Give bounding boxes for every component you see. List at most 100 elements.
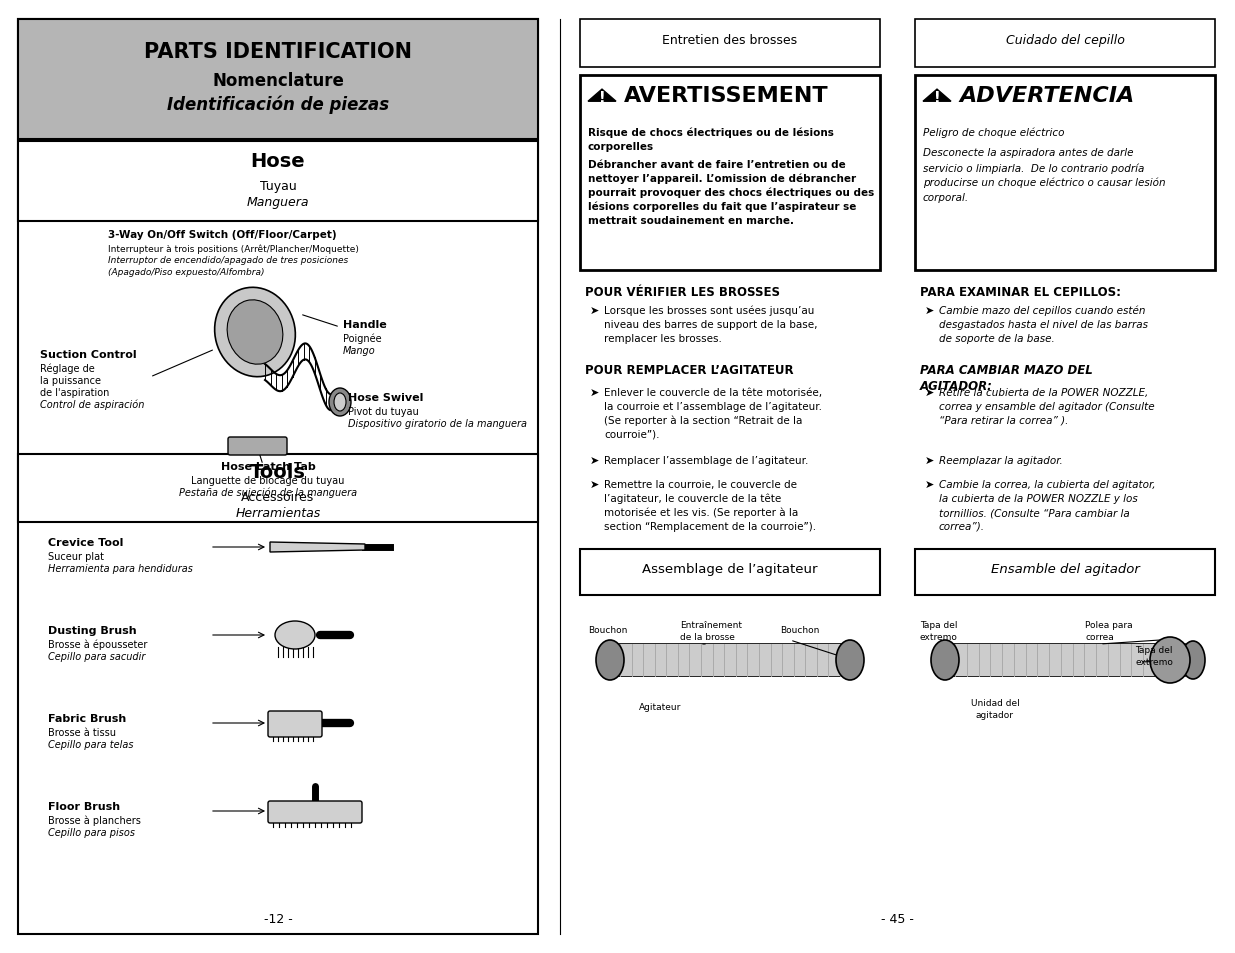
- Bar: [19, 142, 538, 222]
- Text: Entretien des brosses: Entretien des brosses: [662, 34, 798, 47]
- Bar: [915, 20, 1215, 68]
- Text: tornillios. (Consulte “Para cambiar la: tornillios. (Consulte “Para cambiar la: [939, 507, 1130, 517]
- Text: (Apagado/Piso expuesto/Alfombra): (Apagado/Piso expuesto/Alfombra): [107, 268, 264, 276]
- Text: Hose: Hose: [251, 152, 305, 171]
- Bar: [19, 20, 538, 934]
- Text: correa: correa: [1086, 633, 1114, 641]
- Text: Nomenclature: Nomenclature: [212, 71, 343, 90]
- FancyBboxPatch shape: [268, 801, 362, 823]
- Text: Dispositivo giratorio de la manguera: Dispositivo giratorio de la manguera: [348, 418, 527, 429]
- Text: Remettre la courroie, le couvercle de: Remettre la courroie, le couvercle de: [604, 479, 797, 490]
- Text: Cambie la correa, la cubierta del agitator,: Cambie la correa, la cubierta del agitat…: [939, 479, 1156, 490]
- Text: Hose Swivel: Hose Swivel: [348, 393, 424, 402]
- Text: section “Remplacement de la courroie”).: section “Remplacement de la courroie”).: [604, 521, 816, 532]
- Ellipse shape: [836, 640, 864, 680]
- Bar: [580, 20, 881, 68]
- Text: ➤: ➤: [925, 306, 935, 315]
- Text: Cepillo para sacudir: Cepillo para sacudir: [48, 651, 146, 661]
- Text: Assemblage de l’agitateur: Assemblage de l’agitateur: [642, 562, 818, 576]
- Text: Control de aspiración: Control de aspiración: [40, 399, 144, 410]
- Text: Hose Latch Tab: Hose Latch Tab: [221, 461, 315, 472]
- Text: Cepillo para pisos: Cepillo para pisos: [48, 827, 135, 837]
- FancyBboxPatch shape: [228, 437, 287, 456]
- Bar: [580, 550, 881, 596]
- Ellipse shape: [227, 300, 283, 365]
- Text: Ensamble del agitador: Ensamble del agitador: [990, 562, 1140, 576]
- Ellipse shape: [597, 640, 624, 680]
- Ellipse shape: [1150, 638, 1191, 683]
- Text: de soporte de la base.: de soporte de la base.: [939, 334, 1055, 344]
- Bar: [945, 644, 1186, 677]
- Text: Entraînement: Entraînement: [680, 620, 742, 629]
- Text: Bouchon: Bouchon: [588, 625, 627, 635]
- Polygon shape: [588, 90, 616, 102]
- Text: Suceur plat: Suceur plat: [48, 552, 104, 561]
- Text: Pivot du tuyau: Pivot du tuyau: [348, 407, 419, 416]
- Text: Cambie mazo del cepillos cuando estén: Cambie mazo del cepillos cuando estén: [939, 306, 1146, 316]
- Text: ➤: ➤: [925, 388, 935, 397]
- Ellipse shape: [329, 389, 351, 416]
- Ellipse shape: [215, 288, 295, 377]
- Text: servicio o limpiarla.  De lo contrario podría: servicio o limpiarla. De lo contrario po…: [923, 163, 1145, 173]
- Text: Crevice Tool: Crevice Tool: [48, 537, 124, 547]
- Text: Pestaña de sujeción de la manguera: Pestaña de sujeción de la manguera: [179, 488, 357, 498]
- Text: ➤: ➤: [590, 456, 599, 465]
- Text: Floor Brush: Floor Brush: [48, 801, 120, 811]
- Text: Réglage de: Réglage de: [40, 364, 95, 375]
- Text: !: !: [934, 91, 940, 106]
- Text: nettoyer l’appareil. L’omission de débrancher: nettoyer l’appareil. L’omission de débra…: [588, 173, 856, 184]
- Text: PARTS IDENTIFICATION: PARTS IDENTIFICATION: [144, 42, 412, 62]
- Text: lésions corporelles du fait que l’aspirateur se: lésions corporelles du fait que l’aspira…: [588, 202, 856, 213]
- Text: de la brosse: de la brosse: [680, 633, 735, 641]
- Text: (Se reporter à la section “Retrait de la: (Se reporter à la section “Retrait de la: [604, 416, 803, 426]
- Text: extremo: extremo: [920, 633, 958, 641]
- Text: Remplacer l’assemblage de l’agitateur.: Remplacer l’assemblage de l’agitateur.: [604, 456, 809, 465]
- Text: Poignée: Poignée: [343, 334, 382, 344]
- Text: Cepillo para telas: Cepillo para telas: [48, 740, 133, 749]
- Polygon shape: [270, 542, 366, 553]
- Bar: [610, 644, 850, 677]
- Text: PARA EXAMINAR EL CEPILLOS:: PARA EXAMINAR EL CEPILLOS:: [920, 286, 1121, 298]
- Text: la cubierta de la POWER NOZZLE y los: la cubierta de la POWER NOZZLE y los: [939, 494, 1137, 503]
- Text: Dusting Brush: Dusting Brush: [48, 625, 137, 636]
- Text: agitador: agitador: [976, 710, 1014, 720]
- Text: de l'aspiration: de l'aspiration: [40, 388, 110, 397]
- Text: Identificación de piezas: Identificación de piezas: [167, 96, 389, 114]
- Text: AVERTISSEMENT: AVERTISSEMENT: [624, 86, 829, 106]
- Text: ➤: ➤: [590, 306, 599, 315]
- Text: Manguera: Manguera: [247, 195, 309, 209]
- Text: niveau des barres de support de la base,: niveau des barres de support de la base,: [604, 319, 818, 330]
- Text: desgastados hasta el nivel de las barras: desgastados hasta el nivel de las barras: [939, 319, 1149, 330]
- Text: Reemplazar la agitador.: Reemplazar la agitador.: [939, 456, 1063, 465]
- Bar: [19, 455, 538, 522]
- Bar: [580, 76, 881, 271]
- Text: Retire la cubierta de la POWER NOZZLE,: Retire la cubierta de la POWER NOZZLE,: [939, 388, 1149, 397]
- Ellipse shape: [333, 394, 346, 412]
- Text: Bouchon: Bouchon: [781, 625, 819, 635]
- Text: remplacer les brosses.: remplacer les brosses.: [604, 334, 722, 344]
- Bar: [915, 76, 1215, 271]
- Text: Interruptor de encendido/apagado de tres posiciones: Interruptor de encendido/apagado de tres…: [107, 255, 348, 265]
- Polygon shape: [923, 90, 951, 102]
- Text: ➤: ➤: [925, 479, 935, 490]
- Ellipse shape: [1181, 641, 1205, 679]
- Text: Débrancher avant de faire l’entretien ou de: Débrancher avant de faire l’entretien ou…: [588, 160, 846, 170]
- Text: producirse un choque eléctrico o causar lesión: producirse un choque eléctrico o causar …: [923, 178, 1166, 189]
- Text: la puissance: la puissance: [40, 375, 101, 386]
- Text: pourrait provoquer des chocs électriques ou des: pourrait provoquer des chocs électriques…: [588, 188, 874, 198]
- Text: POUR VÉRIFIER LES BROSSES: POUR VÉRIFIER LES BROSSES: [585, 286, 781, 298]
- Text: Mango: Mango: [343, 346, 375, 355]
- Text: Polea para: Polea para: [1086, 620, 1132, 629]
- Text: Peligro de choque eléctrico: Peligro de choque eléctrico: [923, 128, 1065, 138]
- Text: Unidad del: Unidad del: [971, 699, 1019, 707]
- Text: Languette de blocage du tuyau: Languette de blocage du tuyau: [191, 476, 345, 485]
- FancyBboxPatch shape: [268, 711, 322, 738]
- Text: courroie”).: courroie”).: [604, 430, 659, 439]
- Text: Herramientas: Herramientas: [236, 506, 321, 519]
- Text: Agitateur: Agitateur: [638, 702, 682, 711]
- Text: Cuidado del cepillo: Cuidado del cepillo: [1005, 34, 1124, 47]
- Text: Tapa del: Tapa del: [1135, 645, 1172, 655]
- Text: - 45 -: - 45 -: [881, 912, 914, 925]
- Text: Brosse à tissu: Brosse à tissu: [48, 727, 116, 738]
- Text: corporelles: corporelles: [588, 142, 655, 152]
